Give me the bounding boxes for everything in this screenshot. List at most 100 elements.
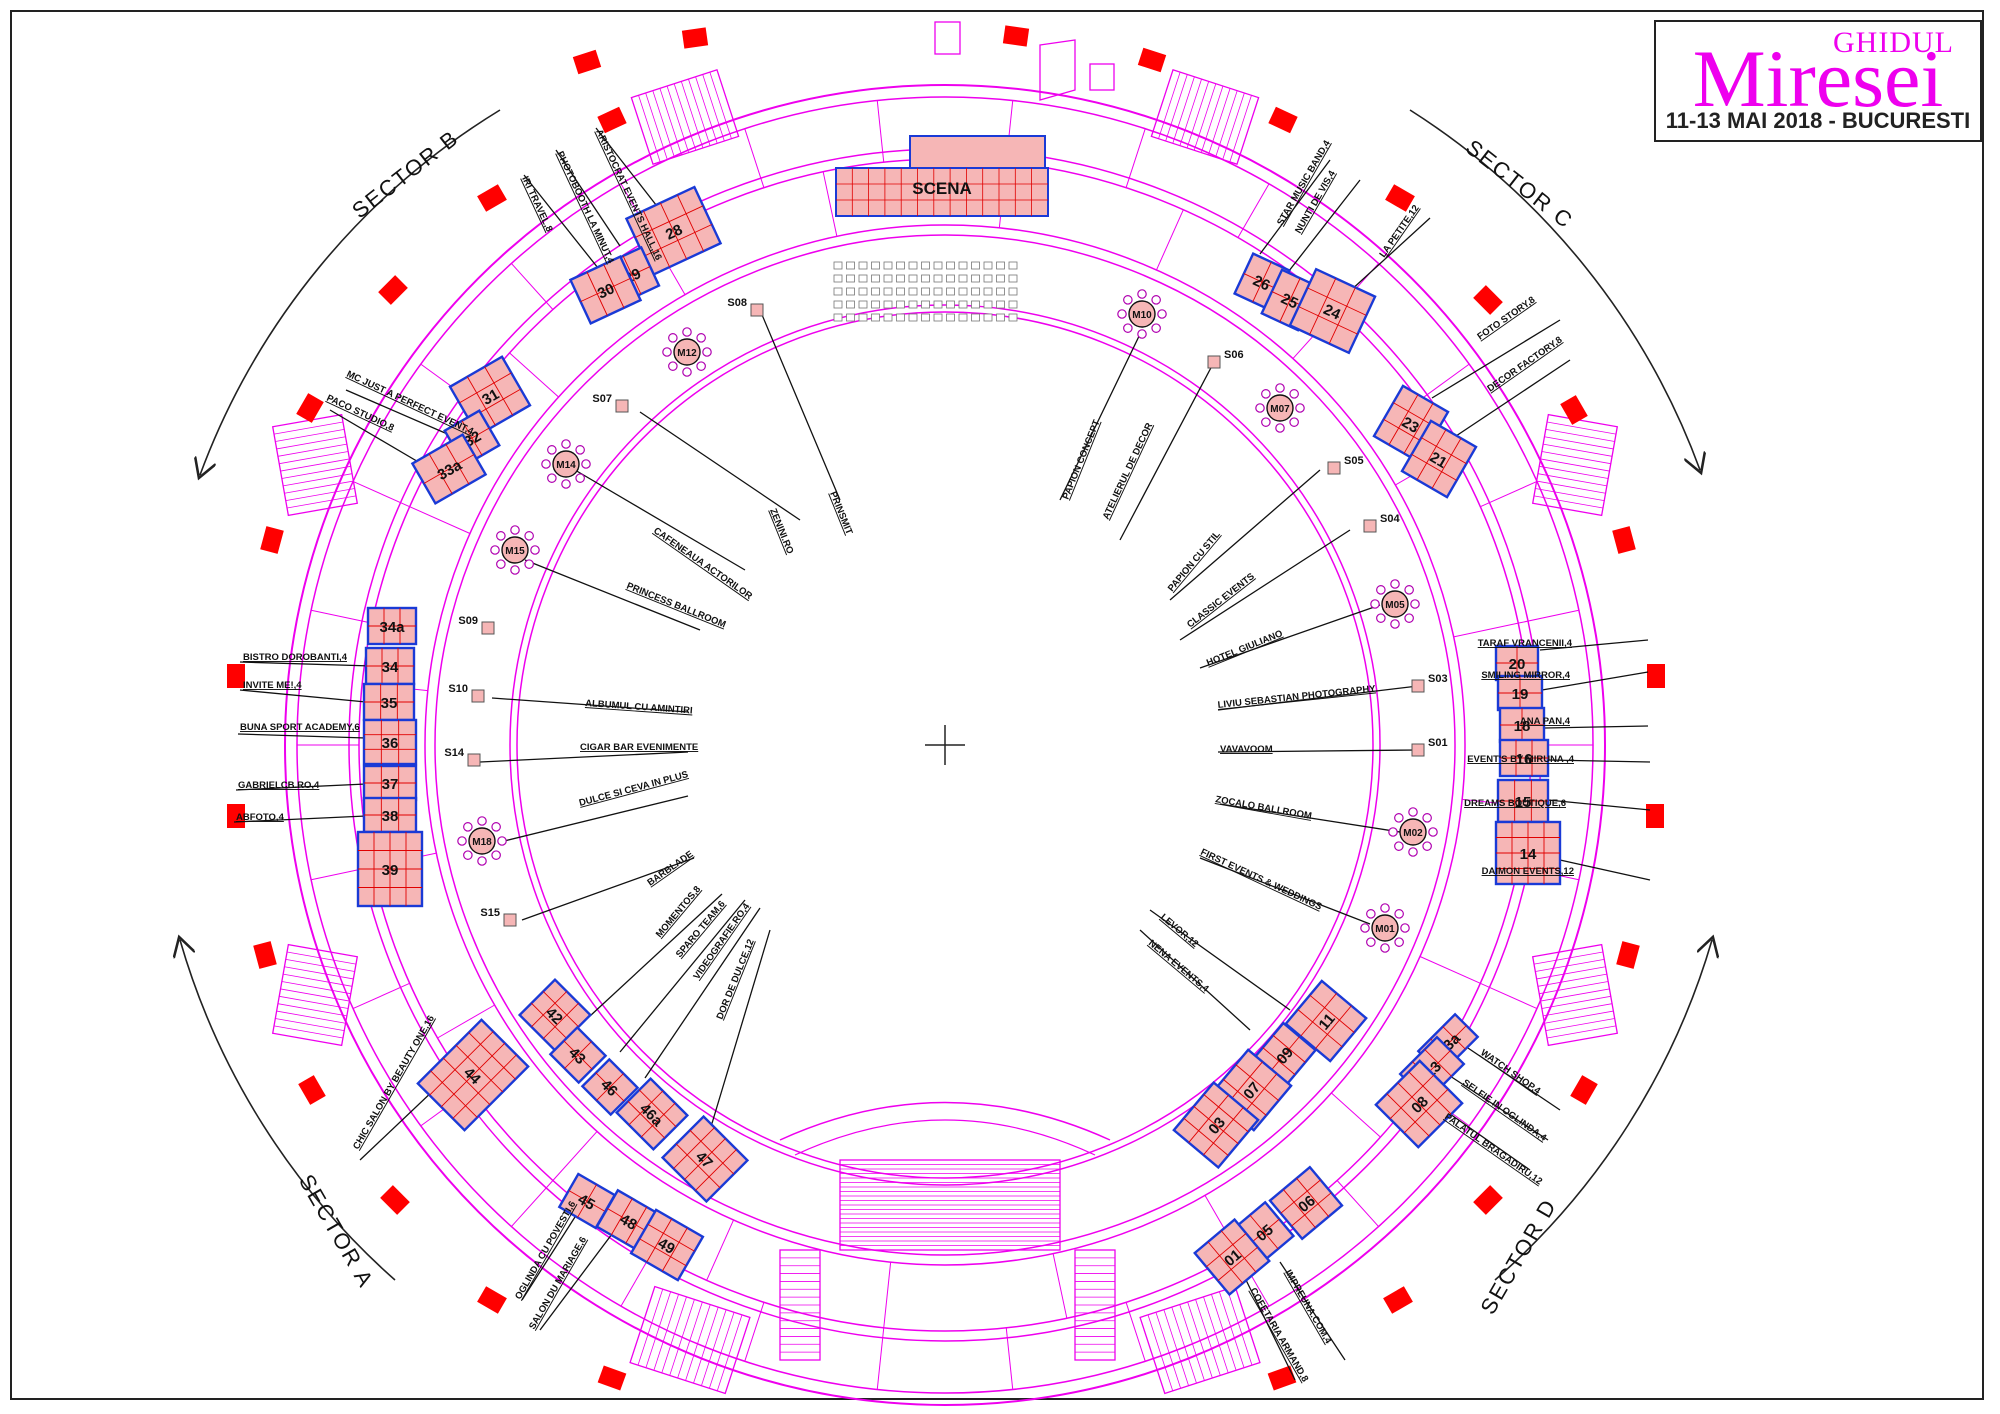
stand-chair	[1380, 903, 1390, 913]
corridor-divider	[1005, 1327, 1014, 1390]
exhibitor-label: WATCH SHOP,4	[1478, 1047, 1543, 1097]
stand-chair	[702, 347, 712, 357]
audience-seat	[946, 300, 955, 309]
stair-step	[1543, 443, 1613, 457]
stand-chair	[1390, 579, 1400, 589]
booth-grid	[1223, 1079, 1267, 1116]
stand-chair	[1151, 295, 1161, 305]
booth-grid	[1307, 287, 1367, 316]
booth-grid	[642, 210, 671, 268]
stair-step	[1193, 83, 1217, 151]
booth-grid	[684, 1138, 726, 1180]
booth-grid	[1203, 1094, 1249, 1133]
stand-table	[1381, 590, 1409, 618]
stand-number: M10	[1132, 310, 1152, 321]
stage-upper	[909, 135, 1046, 173]
audience-seat	[946, 313, 955, 322]
exhibitor-label: ABFOTO,4	[236, 812, 285, 823]
audience-seat	[871, 313, 880, 322]
square-stand-S07: S07	[592, 393, 629, 413]
stairs	[271, 943, 359, 1047]
stage-label: SCENA	[912, 179, 972, 198]
stand-chair	[682, 327, 692, 337]
stand-chair	[1366, 909, 1376, 919]
round-stand-M01: M01	[1360, 903, 1410, 953]
pillars-layer	[227, 25, 1665, 1391]
stand-table	[1128, 300, 1156, 328]
stand-box	[1411, 679, 1425, 693]
corridor-divider	[1336, 1180, 1379, 1227]
stand-chair	[477, 816, 487, 826]
stair-step	[680, 81, 704, 149]
corridor-divider	[511, 1180, 554, 1227]
stand-chair	[561, 439, 571, 449]
leader-line	[589, 893, 723, 1017]
stair-step	[666, 85, 690, 153]
stair-step	[276, 436, 346, 450]
room-divider	[1453, 622, 1519, 638]
stair-step	[1179, 1304, 1205, 1381]
booth-45: 45	[557, 1172, 617, 1230]
stairs	[630, 68, 740, 166]
stand-chair	[530, 545, 540, 555]
audience-seat	[971, 300, 980, 309]
square-stand-S03: S03	[1411, 673, 1448, 693]
stand-chair	[1137, 329, 1147, 339]
booth-rect	[614, 1076, 690, 1152]
audience-seat	[833, 261, 843, 270]
pillar	[260, 526, 284, 554]
stand-number: S07	[592, 393, 612, 405]
booth-grid	[484, 366, 514, 416]
stand-chair	[696, 361, 706, 371]
seating-arc	[794, 1119, 1096, 1156]
stand-chair	[510, 565, 520, 575]
stair-step	[1186, 81, 1210, 149]
stair-step	[273, 1025, 344, 1039]
leader-line	[499, 795, 689, 843]
stand-chair	[1123, 295, 1133, 305]
audience-seat	[883, 287, 893, 296]
booth-grid	[459, 372, 512, 404]
audience-seat	[858, 261, 868, 270]
audience-seat	[933, 261, 943, 270]
stair-step	[701, 1309, 727, 1386]
stage-area: SCENA	[833, 135, 1049, 322]
booth-grid	[1296, 1177, 1330, 1217]
booth-grid	[1183, 1117, 1229, 1156]
audience-seat	[846, 313, 855, 322]
stair-step	[1541, 451, 1611, 465]
exhibitor-label: CIGAR BAR EVENIMENTE	[580, 742, 698, 753]
stand-chair	[1261, 389, 1271, 399]
stand-box	[1327, 461, 1341, 475]
stair-step	[1155, 1312, 1182, 1389]
stair-step	[673, 83, 697, 151]
wall-ring-6	[509, 304, 1381, 1186]
pillar	[227, 664, 245, 688]
audience-seat	[983, 313, 993, 322]
booth-grid	[640, 1102, 676, 1138]
exhibitor-label: ALBUMUL CU AMINTIRI	[585, 698, 693, 716]
stand-number: S15	[480, 907, 500, 919]
audience-seat	[958, 300, 968, 309]
wall-ring-0	[284, 84, 1606, 1406]
square-stand-S15: S15	[480, 907, 517, 927]
stair-step	[280, 458, 350, 472]
stand-box	[615, 399, 629, 413]
booth-grid	[1298, 306, 1358, 335]
booth-14: 14	[1494, 820, 1562, 886]
booth-grid	[452, 1054, 517, 1119]
stand-chair	[1255, 403, 1265, 413]
stair-step	[277, 443, 347, 457]
exhibitor-label: ANA PAN,4	[1520, 716, 1571, 727]
booth-rect	[1400, 419, 1478, 499]
stairs	[839, 1159, 1061, 1251]
exhibitor-label: PAPION CONCEPT	[1061, 418, 1103, 501]
stand-number: S05	[1344, 455, 1364, 467]
stair-step	[716, 1314, 743, 1392]
booth-rect	[1193, 1217, 1271, 1297]
leader-line	[595, 127, 661, 211]
stand-chair	[1289, 389, 1299, 399]
room-divider	[509, 352, 559, 398]
stand-table	[1371, 914, 1399, 942]
pillar	[1383, 1286, 1413, 1314]
